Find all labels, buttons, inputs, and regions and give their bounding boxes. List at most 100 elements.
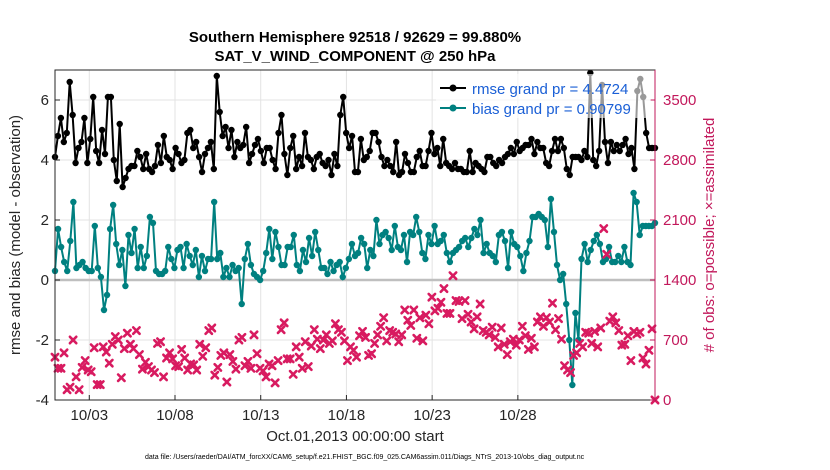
- bias-point: [302, 258, 310, 266]
- nobs-marker-stroke: [403, 315, 413, 325]
- rmse-point: [134, 147, 141, 155]
- rmse-point: [60, 138, 68, 146]
- nobs-marker-stroke: [74, 385, 84, 395]
- bias-point: [370, 252, 377, 260]
- nobs-marker-stroke: [276, 325, 286, 335]
- rmse-point: [72, 159, 79, 167]
- nobs-assimilated-marker: [249, 330, 259, 340]
- nobs-marker-stroke: [252, 349, 262, 359]
- bias-point: [137, 243, 144, 251]
- nobs-marker-stroke: [189, 360, 199, 370]
- rmse-point: [392, 138, 400, 146]
- nobs-marker-stroke: [608, 312, 618, 322]
- nobs-marker-stroke: [303, 362, 313, 372]
- bias-point: [550, 228, 558, 236]
- nobs-assimilated-marker: [499, 339, 509, 349]
- bias-point: [57, 243, 65, 251]
- nobs-assimilated-marker: [412, 333, 422, 343]
- bias-point: [360, 240, 368, 248]
- rmse-point: [492, 162, 500, 170]
- bias-point: [578, 255, 585, 263]
- rmse-point: [228, 126, 235, 134]
- nobs-assimilated-marker: [71, 372, 81, 382]
- nobs-assimilated-marker: [225, 350, 235, 360]
- rmse-point: [222, 123, 229, 131]
- bias-point: [70, 198, 77, 206]
- legend-box: [436, 74, 651, 118]
- bias-point: [312, 228, 319, 236]
- y-axis-label: rmse and bias (model - observation): [7, 115, 24, 355]
- rmse-point: [372, 129, 379, 137]
- legend: rmse grand pr = 4.4724 bias grand pr = 0…: [436, 74, 651, 118]
- nobs-assimilated-marker: [327, 336, 337, 346]
- rmse-point: [142, 150, 150, 158]
- bias-point: [266, 225, 273, 233]
- bias-point: [100, 306, 108, 314]
- nobs-assimilated-marker: [358, 326, 368, 336]
- nobs-assimilated-marker: [228, 356, 238, 366]
- bias-point: [593, 231, 601, 239]
- rmse-point: [290, 132, 297, 140]
- y-right-tick-label: 3500: [663, 92, 696, 109]
- rmse-point: [528, 135, 535, 143]
- bias-point: [214, 255, 221, 263]
- nobs-marker-stroke: [448, 271, 458, 281]
- nobs-assimilated-marker: [252, 349, 262, 359]
- nobs-marker-stroke: [65, 382, 75, 392]
- nobs-marker-stroke: [554, 314, 564, 324]
- rmse-point: [187, 126, 194, 134]
- bias-point: [229, 261, 236, 269]
- nobs-assimilated-marker: [116, 373, 126, 383]
- bias-point: [618, 258, 625, 266]
- bias-point: [403, 258, 411, 266]
- bias-point: [419, 249, 426, 257]
- rmse-point: [387, 162, 394, 170]
- nobs-assimilated-marker: [291, 342, 301, 352]
- nobs-assimilated-marker: [213, 362, 223, 372]
- nobs-marker-stroke: [439, 284, 449, 294]
- nobs-marker-stroke: [330, 319, 340, 329]
- bias-point: [489, 252, 496, 260]
- bias-point: [168, 255, 175, 263]
- nobs-marker-stroke: [294, 352, 304, 362]
- rmse-point: [551, 135, 559, 143]
- bias-point: [514, 243, 521, 251]
- nobs-assimilated-marker: [104, 358, 114, 368]
- nobs-marker-stroke: [89, 343, 99, 353]
- rmse-point: [210, 165, 218, 173]
- bias-point: [563, 300, 570, 308]
- nobs-marker-stroke: [593, 342, 603, 352]
- bias-point: [553, 261, 561, 269]
- rmse-point: [242, 123, 250, 131]
- nobs-assimilated-marker: [472, 312, 482, 322]
- bias-point: [615, 252, 622, 260]
- nobs-assimilated-marker: [418, 336, 428, 346]
- rmse-point: [140, 165, 147, 173]
- bias-point: [382, 228, 389, 236]
- rmse-point: [278, 111, 285, 119]
- rmse-point: [440, 135, 447, 143]
- bias-point: [468, 234, 475, 242]
- nobs-marker-stroke: [171, 361, 181, 371]
- rmse-point: [595, 147, 603, 155]
- nobs-marker-stroke: [379, 313, 389, 323]
- rmse-point: [325, 156, 332, 164]
- nobs-marker-stroke: [186, 359, 196, 369]
- nobs-marker-stroke: [517, 321, 527, 331]
- bias-point: [109, 201, 117, 209]
- bias-point: [171, 264, 178, 272]
- bias-point: [345, 255, 353, 263]
- nobs-marker-stroke: [86, 367, 96, 377]
- bias-point: [180, 264, 187, 272]
- nobs-assimilated-marker: [168, 354, 178, 364]
- nobs-marker-stroke: [520, 331, 530, 341]
- nobs-marker-stroke: [469, 324, 479, 334]
- bias-point: [364, 264, 371, 272]
- nobs-marker-stroke: [116, 373, 126, 383]
- nobs-assimilated-marker: [370, 338, 380, 348]
- nobs-assimilated-marker: [80, 356, 90, 366]
- rmse-point: [463, 168, 470, 176]
- nobs-marker-stroke: [249, 330, 259, 340]
- rmse-point: [292, 165, 300, 173]
- nobs-assimilated-marker: [421, 310, 431, 320]
